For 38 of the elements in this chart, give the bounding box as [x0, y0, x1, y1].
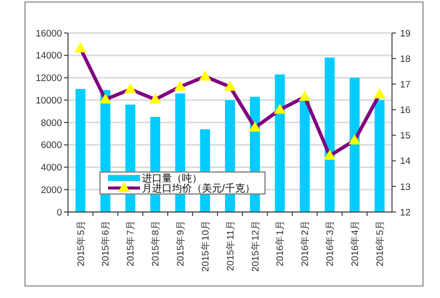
x-tick-label: 2015年12月: [249, 220, 262, 272]
bar: [300, 98, 310, 212]
y-tick-label: 16000: [36, 28, 62, 40]
x-tick-label: 2016年1月: [274, 220, 286, 266]
y-tick-label: 10000: [36, 95, 62, 106]
x-tick-label: 2015年8月: [150, 220, 162, 266]
y2-tick-label: 16: [400, 105, 411, 116]
y2-tick-label: 15: [400, 130, 411, 142]
x-tick-label: 2016年3月: [324, 220, 336, 266]
x-tick-label: 2015年6月: [100, 220, 112, 266]
x-tick-label: 2016年2月: [299, 220, 312, 266]
y-tick-label: 8000: [40, 118, 62, 129]
x-tick-label: 2015年5月: [74, 220, 87, 266]
bar: [274, 74, 285, 212]
y2-tick-label: 17: [400, 79, 411, 90]
y-tick-label: 14000: [36, 50, 62, 62]
legend-label: 月进口均价（美元/千克）: [142, 182, 255, 194]
legend-label: 进口量（吨）: [142, 172, 202, 184]
bar: [350, 78, 360, 212]
y2-tick-label: 14: [400, 156, 411, 168]
y-tick-label: 2000: [40, 184, 62, 196]
y-tick-label: 12000: [36, 73, 62, 84]
x-tick-label: 2016年5月: [374, 220, 386, 266]
x-tick-label: 2015年7月: [124, 220, 137, 266]
bar: [324, 58, 335, 212]
x-tick-label: 2015年9月: [174, 220, 186, 266]
y2-tick-label: 13: [400, 182, 411, 193]
y2-tick-label: 19: [400, 28, 411, 40]
x-tick-label: 2015年11月: [224, 220, 236, 271]
y2-tick-label: 18: [400, 54, 411, 65]
bar: [374, 100, 385, 212]
x-tick-label: 2015年10月: [199, 220, 212, 272]
x-tick-label: 2016年4月: [348, 220, 361, 266]
y-tick-label: 0: [56, 207, 62, 218]
y-tick-label: 6000: [40, 140, 62, 152]
bar: [75, 88, 86, 212]
y2-tick-label: 12: [400, 207, 411, 218]
y-tick-label: 4000: [40, 162, 62, 174]
